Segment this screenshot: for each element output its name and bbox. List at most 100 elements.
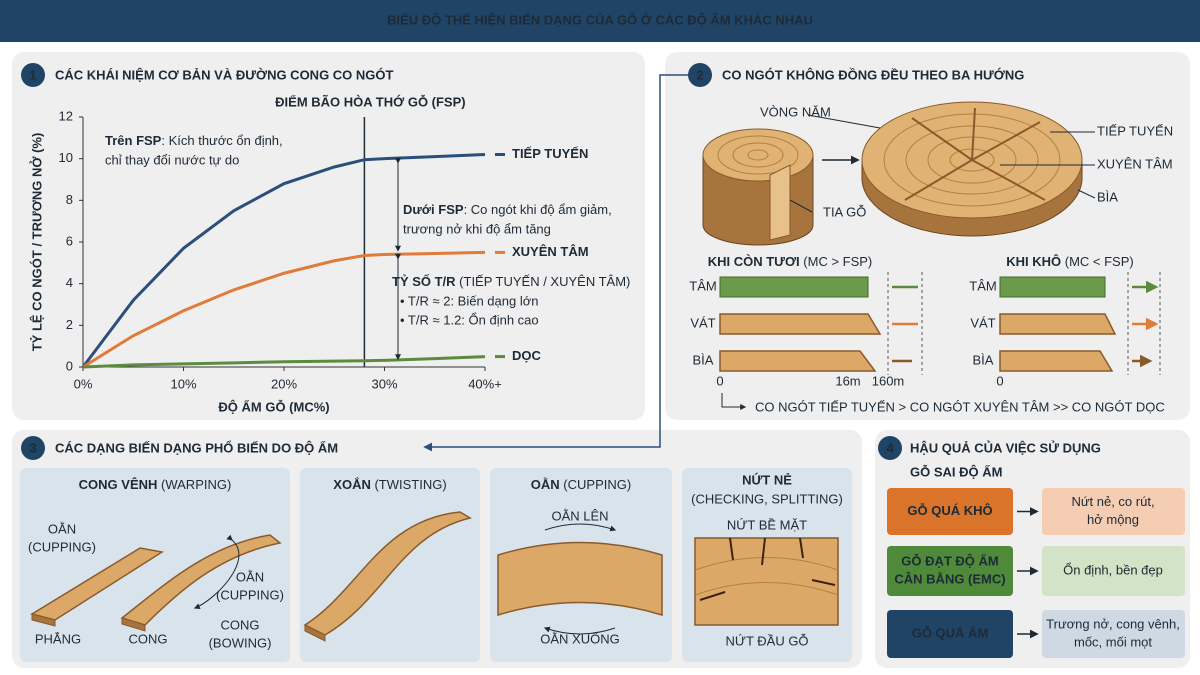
x-tick-label: 40%+ <box>468 376 502 391</box>
card-label: OẰN <box>48 521 76 536</box>
card-title-part: (WARPING) <box>157 477 231 492</box>
card-title: OẰN (CUPPING) <box>531 477 631 492</box>
scale-label: 0 <box>996 373 1003 388</box>
series-label: XUYÊN TÂM <box>512 244 589 259</box>
panel-title: CÁC DẠNG BIẾN DẠNG PHỔ BIẾN DO ĐỘ ẨM <box>55 440 338 455</box>
annotation-part: (TIẾP TUYẾN / XUYÊN TÂM) <box>456 274 631 289</box>
badge <box>878 436 902 460</box>
annotation-part: : Co ngót khi độ ẩm giảm, <box>464 202 612 217</box>
cause-text: CÂN BẰNG (EMC) <box>894 571 1005 586</box>
effect-text: hở mộng <box>1087 512 1139 527</box>
row-label: BÌA <box>973 352 994 367</box>
card-label: CONG <box>221 617 260 632</box>
state-title: KHI CÒN TƯƠI (MC > FSP) <box>708 254 873 269</box>
summary: CO NGÓT TIẾP TUYẾN > CO NGÓT XUYÊN TÂM >… <box>755 399 1165 414</box>
state-title-part: (MC < FSP) <box>1061 254 1134 269</box>
series-label: TIẾP TUYẾN <box>512 146 588 161</box>
series-line <box>82 355 486 369</box>
cause-text: GỖ QUÁ KHÔ <box>907 503 992 518</box>
card-label: PHẲNG <box>35 631 81 646</box>
effect-box <box>1042 546 1185 596</box>
series-label: DỌC <box>512 348 542 363</box>
cause-box <box>887 546 1013 596</box>
log-label: BÌA <box>1097 189 1118 204</box>
effect-box <box>1042 610 1185 658</box>
state-title-part: KHI CÒN TƯƠI <box>708 254 800 269</box>
card-label: (BOWING) <box>209 635 272 650</box>
panel-title: CO NGÓT KHÔNG ĐỒNG ĐỀU THEO BA HƯỚNG <box>722 67 1024 82</box>
row-label: TÂM <box>689 278 716 293</box>
cause-text: GỖ ĐẠT ĐỘ ẨM <box>901 553 999 568</box>
state-title-part: KHI KHÔ <box>1006 254 1061 269</box>
annotation-part: : Kích thước ổn định, <box>161 133 282 148</box>
badge-number: 3 <box>29 440 36 455</box>
log-label: TIA GỖ <box>823 204 866 219</box>
fsp-label: ĐIỂM BÃO HÒA THỚ GỖ (FSP) <box>275 94 465 109</box>
card-title-part: OẰN <box>531 477 560 492</box>
card-label: (CUPPING) <box>216 587 284 602</box>
scale-label: 160m <box>872 373 905 388</box>
annotation-line: trương nở khi độ ẩm tăng <box>403 221 551 236</box>
state-title-part: (MC > FSP) <box>800 254 873 269</box>
page-title: BIỂU ĐỒ THỂ HIỆN BIẾN DẠNG CỦA GỖ Ở CÁC … <box>387 12 813 27</box>
card-title: (CHECKING, SPLITTING) <box>691 491 843 506</box>
y-tick-label: 12 <box>59 108 73 123</box>
row-label: BÌA <box>693 352 714 367</box>
x-tick-label: 20% <box>271 376 297 391</box>
badge <box>688 63 712 87</box>
badge-number: 4 <box>886 440 894 455</box>
card-title-part: XOẮN <box>333 477 371 492</box>
badge <box>21 63 45 87</box>
scale-label: 16m <box>835 373 860 388</box>
effect-box <box>1042 488 1185 535</box>
row-label: TÂM <box>969 278 996 293</box>
x-tick-label: 30% <box>371 376 397 391</box>
state-title: KHI KHÔ (MC < FSP) <box>1006 254 1133 269</box>
card-title-part: (CUPPING) <box>560 477 632 492</box>
row-label: VÁT <box>970 315 995 330</box>
connector <box>423 74 688 452</box>
card-title: CONG VÊNH (WARPING) <box>79 477 232 492</box>
log-label: VÒNG NĂM <box>760 104 831 119</box>
card-label: OẰN <box>236 569 264 584</box>
effect-text: Ổn định, bền đẹp <box>1063 562 1163 577</box>
annotation: Dưới FSP: Co ngót khi độ ẩm giảm, <box>403 202 612 217</box>
y-tick-label: 2 <box>66 317 73 332</box>
x-tick-label: 10% <box>170 376 196 391</box>
panel-title: HẬU QUẢ CỦA VIỆC SỬ DỤNG <box>910 440 1101 455</box>
illustrations <box>20 101 1160 662</box>
card-title: XOẮN (TWISTING) <box>333 477 446 492</box>
y-tick-label: 4 <box>66 275 73 290</box>
annotation-part: TỶ SỐ T/R <box>392 274 456 289</box>
effect-text: Trương nở, cong vênh, <box>1046 616 1180 631</box>
card-title-part: (TWISTING) <box>371 477 447 492</box>
panel-title: CÁC KHÁI NIỆM CƠ BẢN VÀ ĐƯỜNG CONG CO NG… <box>55 67 394 82</box>
badge <box>21 436 45 460</box>
card-label: NỨT BỀ MẶT <box>727 517 807 532</box>
panel-title: GỖ SAI ĐỘ ẨM <box>910 464 1002 479</box>
card-label: OẰN LÊN <box>551 508 608 523</box>
effect-text: mốc, mối mọt <box>1074 634 1152 649</box>
card-label: NỨT ĐẦU GỖ <box>725 633 808 648</box>
series-line <box>81 153 486 368</box>
cause-text: GỖ QUÁ ẨM <box>912 625 989 640</box>
card-title: NỨT NẺ <box>742 472 792 487</box>
y-tick-label: 8 <box>66 192 73 207</box>
annotation-line: chỉ thay đổi nước tự do <box>105 152 239 167</box>
y-tick-label: 10 <box>59 150 73 165</box>
header-bar <box>0 0 1200 42</box>
annotation-part: Trên FSP <box>105 133 162 148</box>
effect-text: Nứt nẻ, co rút, <box>1071 494 1154 509</box>
log-label: XUYÊN TÂM <box>1097 156 1173 171</box>
x-tick-label: 0% <box>74 376 93 391</box>
card-title-part: CONG VÊNH <box>79 477 158 492</box>
y-tick-label: 6 <box>66 233 73 248</box>
card-label: OẰN XUỐNG <box>540 631 619 646</box>
y-axis-label: TỶ LỆ CO NGÓT / TRƯƠNG NỞ (%) <box>29 133 44 352</box>
card-label: CONG <box>129 631 168 646</box>
panel-1 <box>12 52 645 420</box>
y-tick-label: 0 <box>66 358 73 373</box>
cause-box <box>887 488 1013 535</box>
row-label: VÁT <box>690 315 715 330</box>
x-axis-label: ĐỘ ẨM GỖ (MC%) <box>218 399 329 414</box>
